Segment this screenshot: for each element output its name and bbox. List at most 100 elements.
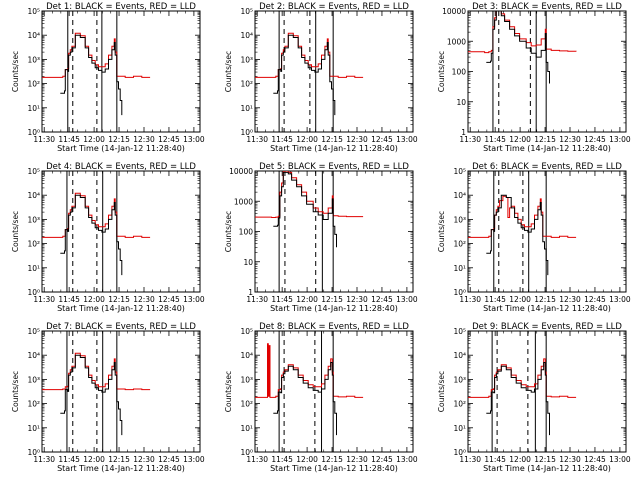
- y-tick-label: 10⁵: [27, 327, 40, 336]
- lld-curve-red: [468, 11, 577, 54]
- y-tick-label: 10²: [27, 240, 40, 249]
- x-tick-label: 12:00: [509, 455, 531, 464]
- x-tick-label: 13:00: [396, 135, 418, 144]
- y-tick-label: 1: [461, 128, 466, 137]
- panel-title: Det 3: BLACK = Events, RED = LLD: [472, 2, 622, 12]
- events-curve-black: [486, 11, 550, 84]
- x-tick-label: 13:00: [183, 455, 205, 464]
- x-tick-label: 12:00: [296, 455, 318, 464]
- x-tick-label: 11:30: [33, 295, 55, 304]
- y-tick-label: 10⁵: [240, 7, 253, 16]
- y-tick-label: 10⁰: [27, 128, 40, 137]
- y-tick-label: 10³: [27, 55, 40, 64]
- x-tick-label: 12:30: [133, 295, 155, 304]
- x-axis-label: Start Time (14-Jan-12 11:28:40): [483, 304, 611, 313]
- y-axis-label: Counts/sec: [437, 371, 446, 412]
- x-tick-label: 11:30: [246, 135, 268, 144]
- y-tick-label: 10⁵: [240, 327, 253, 336]
- y-tick-label: 10³: [453, 375, 466, 384]
- panel-det-7: Det 7: BLACK = Events, RED = LLD 10⁰ 10¹ 10…: [11, 322, 205, 473]
- y-tick-label: 10000: [229, 167, 253, 176]
- panel-det-6: Det 6: BLACK = Events, RED = LLD 10⁰ 10¹ 10…: [437, 162, 631, 313]
- panel-title: Det 2: BLACK = Events, RED = LLD: [259, 2, 409, 12]
- x-tick-label: 12:30: [559, 135, 581, 144]
- x-tick-label: 12:45: [584, 455, 606, 464]
- x-tick-label: 12:00: [83, 135, 105, 144]
- lld-curve-red: [42, 32, 151, 78]
- y-tick-label: 100: [452, 68, 467, 77]
- y-tick-label: 10: [456, 98, 466, 107]
- x-tick-label: 12:15: [108, 135, 130, 144]
- y-tick-label: 10¹: [27, 264, 40, 273]
- y-axis-label: Counts/sec: [224, 51, 233, 92]
- x-tick-label: 13:00: [183, 135, 205, 144]
- x-tick-label: 12:30: [559, 295, 581, 304]
- y-axis-label: Counts/sec: [437, 211, 446, 252]
- y-tick-label: 10²: [27, 400, 40, 409]
- y-tick-label: 10⁴: [27, 191, 40, 200]
- plot-frame: [467, 170, 627, 293]
- x-tick-label: 11:30: [459, 295, 481, 304]
- x-tick-label: 11:30: [33, 135, 55, 144]
- x-tick-label: 12:00: [296, 295, 318, 304]
- y-tick-label: 10⁴: [27, 351, 40, 360]
- x-tick-label: 12:45: [158, 135, 180, 144]
- panel-title: Det 9: BLACK = Events, RED = LLD: [472, 322, 622, 332]
- panel-det-1: Det 1: BLACK = Events, RED = LLD 10⁰ 10¹ 10…: [11, 2, 205, 153]
- y-axis-label: Counts/sec: [437, 51, 446, 92]
- events-curve-black: [486, 362, 550, 436]
- x-tick-label: 13:00: [396, 295, 418, 304]
- x-tick-label: 11:45: [271, 455, 293, 464]
- y-tick-label: 10⁰: [27, 448, 40, 457]
- lld-curve-red: [468, 358, 577, 398]
- x-tick-label: 12:15: [534, 135, 556, 144]
- plot-frame: [41, 170, 201, 293]
- panel-title: Det 4: BLACK = Events, RED = LLD: [46, 162, 196, 172]
- y-tick-label: 10⁴: [240, 351, 253, 360]
- lld-curve-red: [255, 343, 364, 398]
- panel-det-3: Det 3: BLACK = Events, RED = LLD 1 10 100 10…: [437, 2, 631, 153]
- x-tick-label: 12:15: [534, 455, 556, 464]
- x-tick-label: 12:45: [584, 295, 606, 304]
- y-tick-label: 10²: [453, 240, 466, 249]
- x-tick-label: 12:00: [83, 455, 105, 464]
- panel-title: Det 8: BLACK = Events, RED = LLD: [259, 322, 409, 332]
- y-tick-label: 10⁰: [453, 448, 466, 457]
- x-axis-label: Start Time (14-Jan-12 11:28:40): [270, 144, 398, 153]
- x-tick-label: 11:45: [58, 295, 80, 304]
- x-tick-label: 12:30: [133, 135, 155, 144]
- y-axis-label: Counts/sec: [224, 211, 233, 252]
- panel-det-8: Det 8: BLACK = Events, RED = LLD 10⁰ 10¹ 10…: [224, 322, 418, 473]
- y-tick-label: 10⁴: [453, 351, 466, 360]
- x-tick-label: 12:30: [346, 455, 368, 464]
- x-tick-label: 12:00: [83, 295, 105, 304]
- panel-det-9: Det 9: BLACK = Events, RED = LLD 10⁰ 10¹ 10…: [437, 322, 631, 473]
- x-tick-label: 12:15: [108, 295, 130, 304]
- y-tick-label: 10⁰: [240, 448, 253, 457]
- events-curve-black: [273, 171, 337, 248]
- y-tick-label: 10⁴: [240, 31, 253, 40]
- lld-curve-red: [255, 171, 364, 218]
- x-tick-label: 13:00: [396, 455, 418, 464]
- plot-frame: [254, 330, 414, 453]
- x-axis-label: Start Time (14-Jan-12 11:28:40): [483, 464, 611, 473]
- x-tick-label: 12:30: [133, 455, 155, 464]
- x-tick-label: 12:15: [321, 455, 343, 464]
- events-curve-black: [60, 194, 123, 276]
- panel-title: Det 5: BLACK = Events, RED = LLD: [259, 162, 409, 172]
- x-tick-label: 11:45: [484, 135, 506, 144]
- y-tick-label: 10³: [240, 55, 253, 64]
- y-tick-label: 10³: [453, 215, 466, 224]
- lld-curve-red: [255, 32, 364, 78]
- x-tick-label: 11:30: [459, 455, 481, 464]
- panel-det-5: Det 5: BLACK = Events, RED = LLD 1 10 100 10…: [224, 162, 418, 313]
- events-curve-black: [273, 34, 336, 116]
- x-tick-label: 12:30: [559, 455, 581, 464]
- x-tick-label: 12:15: [534, 295, 556, 304]
- y-tick-label: 10000: [442, 7, 466, 16]
- x-tick-label: 12:45: [371, 135, 393, 144]
- y-tick-label: 10³: [27, 215, 40, 224]
- x-tick-label: 11:45: [58, 455, 80, 464]
- y-tick-label: 10²: [453, 400, 466, 409]
